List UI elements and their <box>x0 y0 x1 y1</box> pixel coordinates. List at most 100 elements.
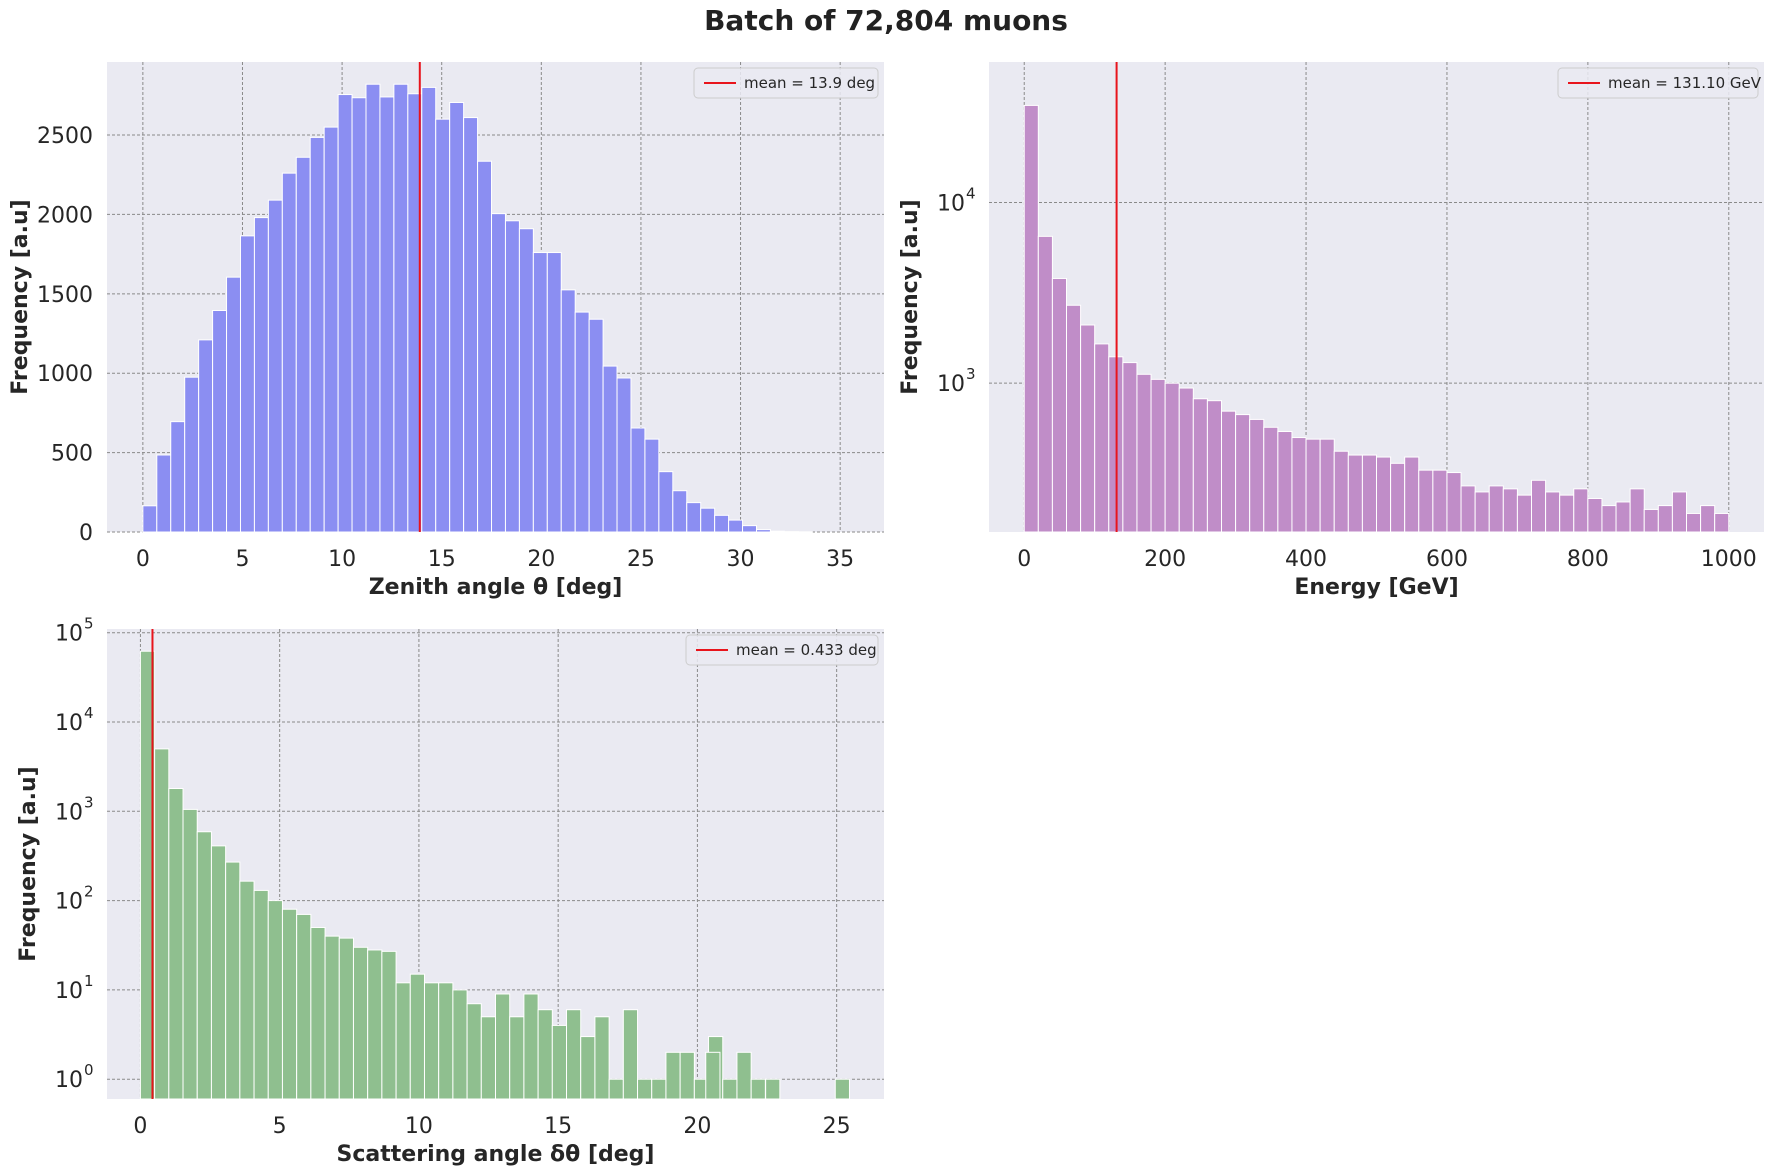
x-tick-label: 1000 <box>1701 547 1757 572</box>
histogram-bar <box>834 1078 850 1100</box>
y-tick-label: 1500 <box>37 283 93 308</box>
y-tick-exponent: 3 <box>84 793 94 811</box>
y-tick-label: 2000 <box>37 203 93 228</box>
y-tick-exponent: 0 <box>84 1061 94 1079</box>
x-tick-label: 5 <box>235 547 249 572</box>
histogram-bar <box>750 1078 766 1100</box>
histogram-bar <box>551 1024 568 1100</box>
histogram-bar <box>239 880 255 1100</box>
y-tick-label: 10 <box>55 1068 83 1093</box>
histogram-bar <box>438 982 454 1100</box>
x-tick-label: 600 <box>1426 547 1468 572</box>
histogram-bar <box>651 1078 667 1100</box>
histogram-bar <box>679 1051 695 1100</box>
histogram-bar <box>742 525 757 533</box>
y-tick-exponent: 3 <box>966 365 976 383</box>
histogram-bar <box>168 787 184 1100</box>
x-tick-label: 10 <box>405 1114 433 1139</box>
y-tick-label: 500 <box>51 442 93 467</box>
histogram-bar <box>352 946 369 1100</box>
legend-box <box>693 67 879 99</box>
histogram-bar <box>537 1009 553 1100</box>
x-tick-label: 25 <box>823 1114 851 1139</box>
histogram-bar <box>423 982 440 1100</box>
histogram-bar <box>182 808 198 1100</box>
histogram-bar <box>622 1009 639 1100</box>
histogram-bar <box>736 1051 752 1100</box>
histogram-bar <box>765 1078 781 1100</box>
histogram-bar <box>210 845 227 1100</box>
histogram-bar <box>1671 491 1687 533</box>
histogram-bar <box>665 1051 681 1100</box>
y-tick-label: 10 <box>55 800 83 825</box>
x-tick-label: 200 <box>1144 547 1186 572</box>
legend-label: mean = 131.10 GeV <box>1608 74 1762 92</box>
y-tick-exponent: 1 <box>84 972 94 990</box>
x-tick-label: 15 <box>544 1114 572 1139</box>
x-tick-label: 0 <box>133 1114 147 1139</box>
histogram-bar <box>267 900 283 1100</box>
histogram-bar <box>296 913 312 1100</box>
histogram-bar <box>154 748 170 1100</box>
x-tick-label: 30 <box>727 547 755 572</box>
histogram-bar <box>566 1009 582 1100</box>
histogram-bar <box>480 1016 497 1100</box>
y-axis-label: Frequency [a.u] <box>16 766 41 961</box>
histogram-bar <box>381 950 397 1100</box>
x-tick-label: 400 <box>1285 547 1327 572</box>
y-tick-label: 10 <box>55 979 83 1004</box>
histogram-bar <box>452 989 468 1100</box>
histogram-bar <box>1714 512 1730 533</box>
x-tick-label: 0 <box>1017 547 1031 572</box>
histogram-bar <box>409 973 425 1100</box>
histogram-bar <box>367 949 383 1100</box>
histogram-bar <box>225 861 241 1100</box>
x-tick-label: 800 <box>1567 547 1609 572</box>
y-tick-label: 0 <box>79 521 93 546</box>
x-axis-label: Zenith angle θ [deg] <box>369 575 623 600</box>
histogram-bar <box>253 889 269 1100</box>
y-tick-exponent: 5 <box>84 615 94 633</box>
y-axis-label: Frequency [a.u] <box>8 199 33 394</box>
x-tick-label: 35 <box>826 547 854 572</box>
legend-label: mean = 13.9 deg <box>744 74 875 92</box>
x-tick-label: 5 <box>273 1114 287 1139</box>
histogram-bar <box>338 937 354 1100</box>
figure-title: Batch of 72,804 muons <box>704 4 1068 37</box>
histogram-bar <box>395 982 411 1100</box>
legend-box <box>1557 67 1759 99</box>
histogram-bar <box>594 1016 610 1100</box>
y-axis-label: Frequency [a.u] <box>898 199 923 394</box>
histogram-bar <box>196 831 212 1100</box>
x-axis-label: Scattering angle δθ [deg] <box>337 1142 655 1167</box>
y-tick-label: 10 <box>55 622 83 647</box>
y-tick-exponent: 4 <box>84 704 94 722</box>
y-tick-exponent: 4 <box>966 185 976 203</box>
histogram-bar <box>523 993 539 1100</box>
histogram-bar <box>281 908 298 1100</box>
x-tick-label: 10 <box>328 547 356 572</box>
y-tick-label: 1000 <box>37 362 93 387</box>
y-tick-label: 2500 <box>37 124 93 149</box>
y-tick-label: 10 <box>937 192 965 217</box>
histogram-bar <box>722 1078 738 1100</box>
x-tick-label: 20 <box>683 1114 711 1139</box>
histogram-bar <box>310 926 326 1100</box>
x-axis-label: Energy [GeV] <box>1294 575 1458 600</box>
x-tick-label: 15 <box>428 547 456 572</box>
legend-label: mean = 0.433 deg <box>736 641 877 659</box>
histogram-bar <box>637 1078 653 1100</box>
y-tick-exponent: 2 <box>84 883 94 901</box>
histogram-bar <box>705 1051 721 1100</box>
y-tick-label: 10 <box>55 890 83 915</box>
histogram-bar <box>324 935 340 1100</box>
histogram-bar <box>509 1016 525 1100</box>
x-tick-label: 20 <box>527 547 555 572</box>
legend-box <box>685 634 879 666</box>
histogram-bar <box>466 1003 482 1100</box>
histogram-bar <box>580 1036 596 1100</box>
